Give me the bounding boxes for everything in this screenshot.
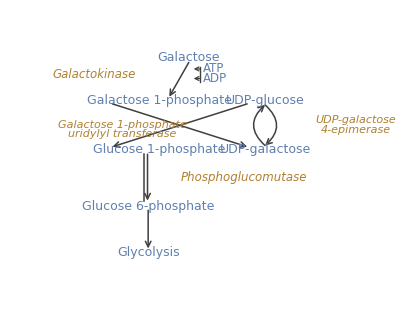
Text: UDP-galactose: UDP-galactose xyxy=(220,143,311,156)
Text: Galactose 1-phosphate: Galactose 1-phosphate xyxy=(87,94,232,107)
Text: Galactose 1-phosphate: Galactose 1-phosphate xyxy=(58,120,186,130)
Text: Glycolysis: Glycolysis xyxy=(117,246,179,259)
Text: Glucose 6-phosphate: Glucose 6-phosphate xyxy=(82,200,215,213)
Text: Galactose: Galactose xyxy=(158,51,220,64)
Text: uridylyl transferase: uridylyl transferase xyxy=(68,129,176,139)
Text: UDP-galactose: UDP-galactose xyxy=(316,115,396,125)
Text: Phosphoglucomutase: Phosphoglucomutase xyxy=(181,171,307,184)
Text: Galactokinase: Galactokinase xyxy=(53,68,136,81)
Text: ATP: ATP xyxy=(203,63,225,76)
Text: ADP: ADP xyxy=(203,72,228,85)
Text: Glucose 1-phosphate: Glucose 1-phosphate xyxy=(93,143,226,156)
Text: 4-epimerase: 4-epimerase xyxy=(321,124,391,135)
Text: UDP-glucose: UDP-glucose xyxy=(226,94,305,107)
